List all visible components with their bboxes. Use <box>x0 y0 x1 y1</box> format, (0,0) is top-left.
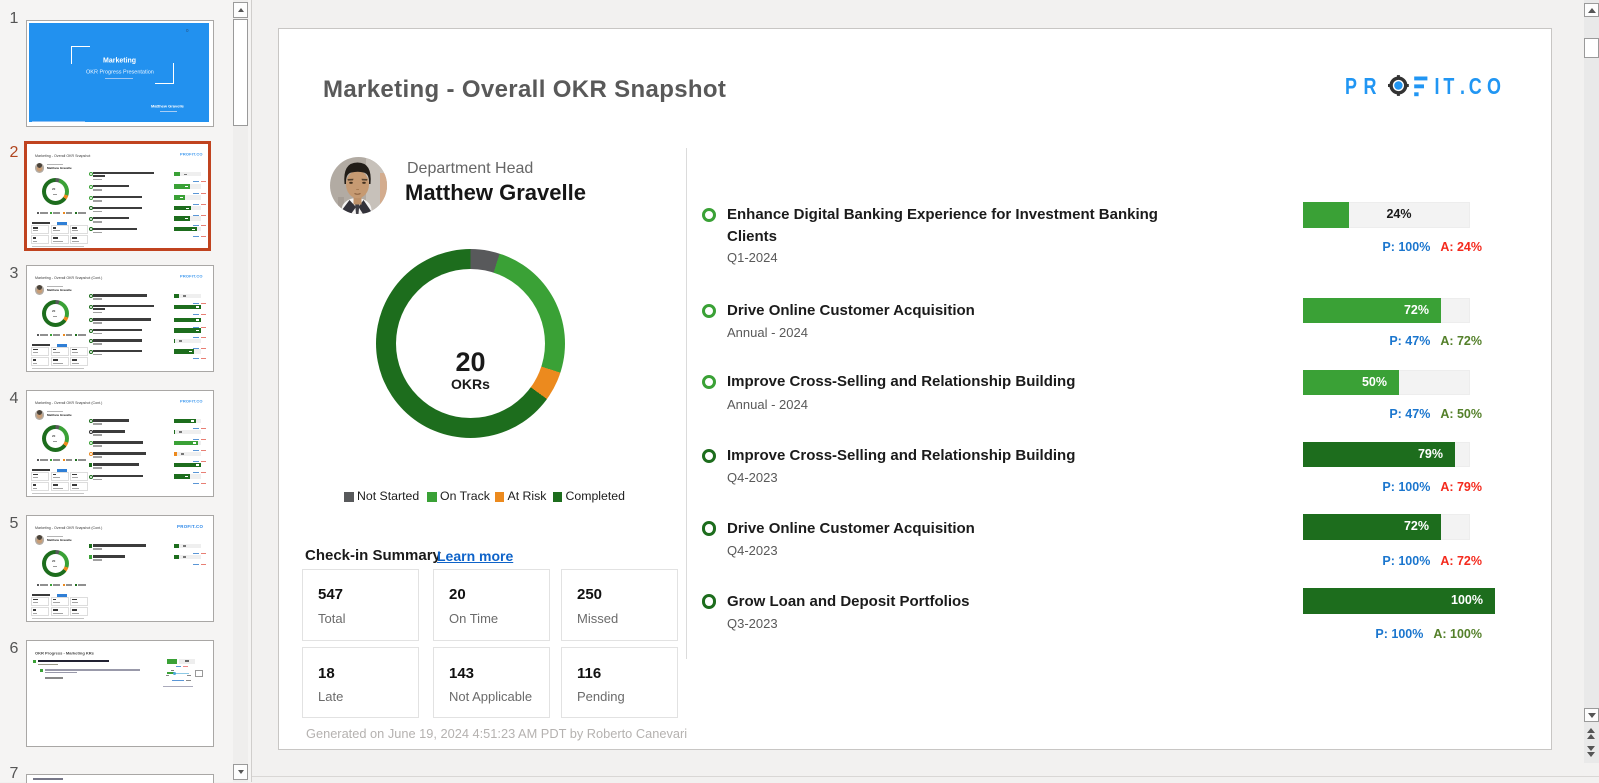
svg-text:R: R <box>1363 74 1376 100</box>
svg-text:I: I <box>1435 74 1440 100</box>
svg-text:T: T <box>1443 74 1454 100</box>
svg-text:P: P <box>1345 74 1357 100</box>
svg-text:O: O <box>1487 74 1501 100</box>
svg-text:.: . <box>1460 74 1465 100</box>
svg-text:C: C <box>1469 74 1482 100</box>
